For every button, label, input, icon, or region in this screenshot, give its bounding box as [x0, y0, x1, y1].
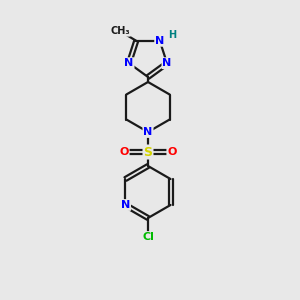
Text: S: S [143, 146, 152, 158]
Text: N: N [155, 36, 164, 46]
Text: H: H [168, 30, 176, 40]
Text: N: N [124, 58, 134, 68]
Text: O: O [167, 147, 177, 157]
Text: N: N [121, 200, 130, 210]
Text: Cl: Cl [142, 232, 154, 242]
Text: N: N [162, 58, 172, 68]
Text: CH₃: CH₃ [110, 26, 130, 36]
Text: N: N [143, 127, 153, 137]
Text: O: O [119, 147, 129, 157]
